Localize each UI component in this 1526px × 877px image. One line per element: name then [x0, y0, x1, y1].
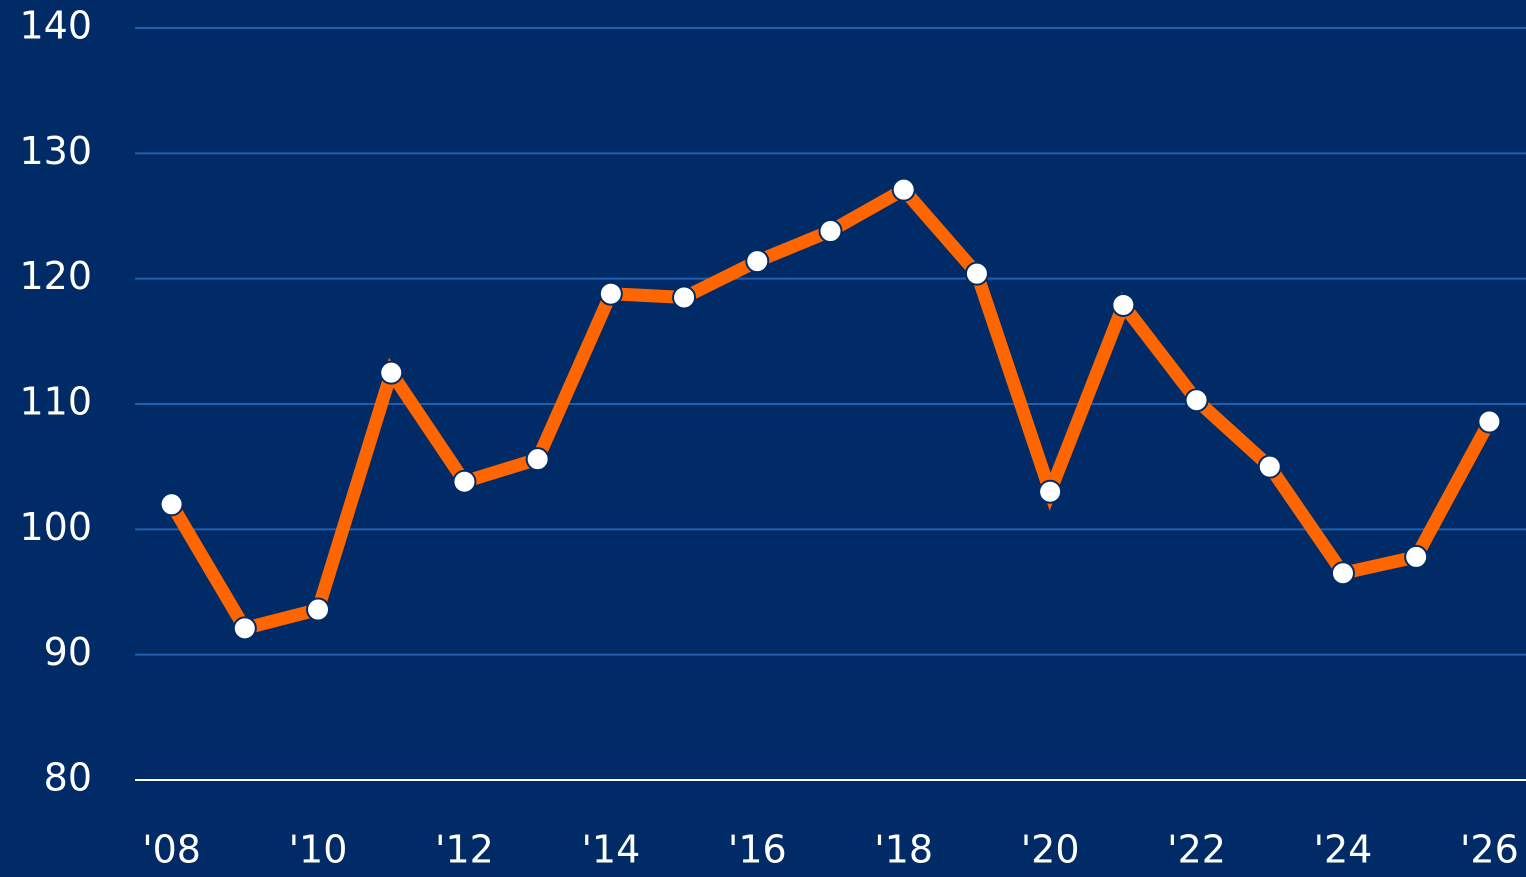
x-tick-label: '10: [289, 828, 348, 872]
marker: [1111, 292, 1136, 317]
x-tick-label: '26: [1460, 828, 1519, 872]
marker: [1330, 561, 1355, 586]
y-tick-label: 120: [19, 254, 92, 298]
x-tick-label: '12: [435, 828, 494, 872]
marker: [1038, 479, 1063, 504]
marker: [306, 597, 331, 622]
marker: [964, 261, 989, 286]
x-tick-label: '16: [728, 828, 787, 872]
x-tick-label: '22: [1167, 828, 1226, 872]
y-tick-label: 90: [44, 630, 92, 674]
marker: [379, 360, 404, 385]
y-tick-label: 110: [19, 380, 92, 424]
marker: [452, 469, 477, 494]
marker: [1184, 388, 1209, 413]
marker: [891, 177, 916, 202]
marker: [1477, 409, 1502, 434]
marker: [1404, 544, 1429, 569]
x-tick-label: '24: [1314, 828, 1373, 872]
y-tick-label: 140: [19, 4, 92, 48]
x-tick-label: '14: [581, 828, 640, 872]
x-tick-label: '08: [142, 828, 201, 872]
marker: [745, 249, 770, 274]
y-tick-label: 80: [44, 756, 92, 800]
marker: [1257, 454, 1282, 479]
marker: [598, 281, 623, 306]
marker: [818, 219, 843, 244]
marker: [525, 447, 550, 472]
y-tick-label: 100: [19, 505, 92, 549]
marker: [672, 285, 697, 310]
y-tick-label: 130: [19, 129, 92, 173]
marker: [159, 492, 184, 517]
x-tick-label: '18: [874, 828, 933, 872]
marker: [232, 616, 257, 641]
x-tick-label: '20: [1021, 828, 1080, 872]
